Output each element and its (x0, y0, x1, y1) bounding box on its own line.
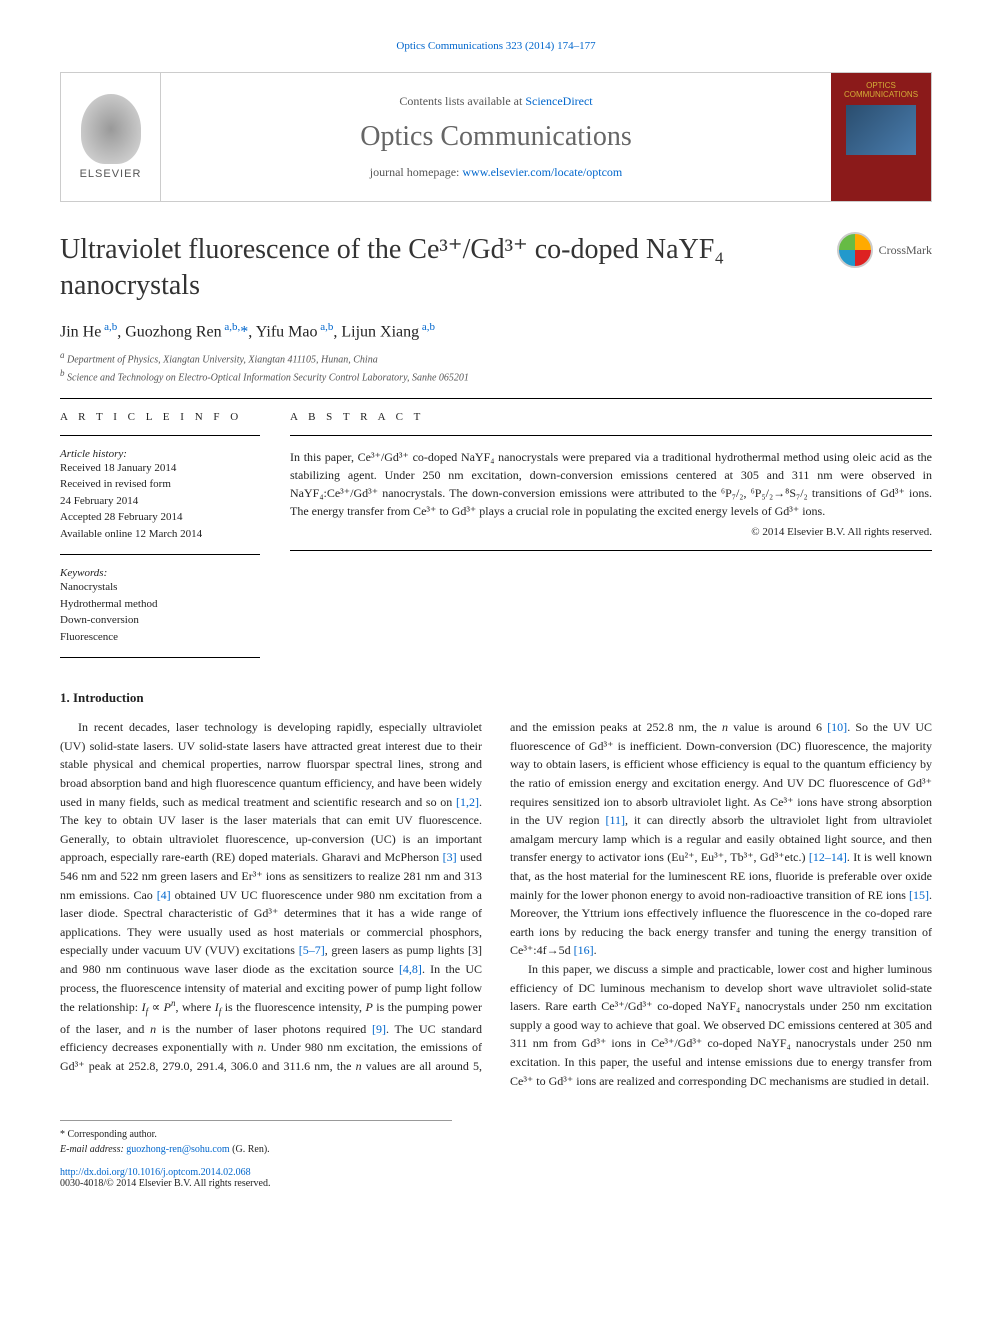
journal-citation: Optics Communications 323 (2014) 174–177 (60, 40, 932, 52)
history-item: Accepted 28 February 2014 (60, 509, 260, 526)
cover-image (846, 105, 916, 155)
crossmark-label: CrossMark (879, 243, 932, 258)
email-line: E-mail address: guozhong-ren@sohu.com (G… (60, 1144, 452, 1155)
ref-link[interactable]: [15] (909, 888, 929, 902)
abstract-column: A B S T R A C T In this paper, Ce³⁺/Gd³⁺… (290, 411, 932, 671)
affiliations: a Department of Physics, Xiangtan Univer… (60, 349, 932, 386)
ref-link[interactable]: [11] (606, 813, 626, 827)
history-item: Received in revised form (60, 476, 260, 493)
journal-cover: OPTICS COMMUNICATIONS (831, 73, 931, 201)
ref-link[interactable]: [1,2] (456, 795, 479, 809)
body-para: In this paper, we discuss a simple and p… (510, 960, 932, 1090)
body-text: In recent decades, laser technology is d… (60, 718, 932, 1090)
corresp-marker[interactable]: * (240, 323, 248, 340)
homepage-link[interactable]: www.elsevier.com/locate/optcom (462, 165, 622, 179)
keywords-label: Keywords: (60, 567, 260, 579)
keyword: Nanocrystals (60, 579, 260, 596)
section-heading-introduction: 1. Introduction (60, 690, 932, 706)
ref-link[interactable]: [9] (372, 1022, 386, 1036)
keyword: Fluorescence (60, 629, 260, 646)
ref-link[interactable]: [3] (443, 850, 457, 864)
article-info-heading: A R T I C L E I N F O (60, 411, 260, 423)
affiliation-a: a Department of Physics, Xiangtan Univer… (60, 349, 932, 367)
header-center: Contents lists available at ScienceDirec… (161, 73, 831, 201)
email-suffix: (G. Ren). (230, 1144, 270, 1155)
journal-citation-link[interactable]: Optics Communications 323 (2014) 174–177 (396, 40, 595, 52)
divider (290, 435, 932, 436)
ref-link[interactable]: [4,8] (399, 962, 422, 976)
history-lines: Received 18 January 2014 Received in rev… (60, 460, 260, 543)
homepage-line: journal homepage: www.elsevier.com/locat… (370, 165, 622, 180)
article-info-column: A R T I C L E I N F O Article history: R… (60, 411, 260, 671)
article-title: Ultraviolet fluorescence of the Ce³⁺/Gd³… (60, 232, 810, 305)
doi-block: http://dx.doi.org/10.1016/j.optcom.2014.… (60, 1167, 932, 1189)
elsevier-tree-icon (81, 94, 141, 164)
divider (60, 554, 260, 555)
ref-link[interactable]: [4] (157, 888, 171, 902)
history-item: 24 February 2014 (60, 493, 260, 510)
divider (60, 398, 932, 399)
history-item: Received 18 January 2014 (60, 460, 260, 477)
keyword: Down-conversion (60, 612, 260, 629)
email-label: E-mail address: (60, 1144, 126, 1155)
keyword: Hydrothermal method (60, 596, 260, 613)
crossmark[interactable]: CrossMark (837, 232, 932, 268)
ref-link[interactable]: [16] (574, 943, 594, 957)
authors: Jin He a,b, Guozhong Ren a,b,*, Yifu Mao… (60, 321, 932, 341)
divider (60, 435, 260, 436)
journal-header: ELSEVIER Contents lists available at Sci… (60, 72, 932, 202)
homepage-prefix: journal homepage: (370, 165, 463, 179)
cover-title: OPTICS COMMUNICATIONS (839, 81, 923, 99)
history-label: Article history: (60, 448, 260, 460)
issn-line: 0030-4018/© 2014 Elsevier B.V. All right… (60, 1178, 932, 1189)
corresponding-footer: * Corresponding author. E-mail address: … (60, 1120, 452, 1155)
doi-link[interactable]: http://dx.doi.org/10.1016/j.optcom.2014.… (60, 1167, 251, 1178)
email-link[interactable]: guozhong-ren@sohu.com (126, 1144, 229, 1155)
corresponding-author: * Corresponding author. (60, 1129, 452, 1140)
ref-link[interactable]: [10] (827, 720, 847, 734)
sciencedirect-link[interactable]: ScienceDirect (525, 94, 592, 108)
elsevier-label: ELSEVIER (80, 168, 142, 180)
divider (290, 550, 932, 551)
divider (60, 657, 260, 658)
contents-line: Contents lists available at ScienceDirec… (399, 94, 592, 109)
history-item: Available online 12 March 2014 (60, 526, 260, 543)
abstract-copyright: © 2014 Elsevier B.V. All rights reserved… (290, 526, 932, 538)
journal-name: Optics Communications (360, 121, 631, 153)
ref-link[interactable]: [12–14] (809, 850, 847, 864)
elsevier-logo: ELSEVIER (61, 73, 161, 201)
crossmark-icon (837, 232, 873, 268)
ref-link[interactable]: [5–7] (299, 943, 325, 957)
affiliation-b: b Science and Technology on Electro-Opti… (60, 367, 932, 385)
contents-prefix: Contents lists available at (399, 94, 525, 108)
abstract-heading: A B S T R A C T (290, 411, 932, 423)
keywords-lines: Nanocrystals Hydrothermal method Down-co… (60, 579, 260, 645)
abstract-text: In this paper, Ce³⁺/Gd³⁺ co-doped NaYF₄ … (290, 448, 932, 520)
